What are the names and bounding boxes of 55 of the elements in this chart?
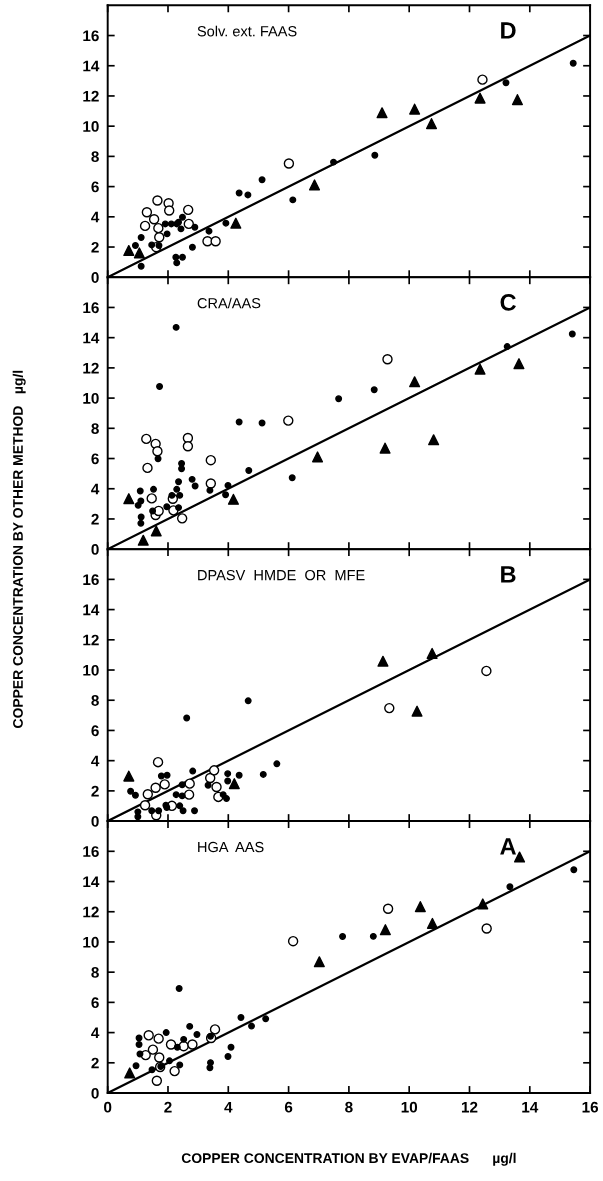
text: Solv. ext. FAAS	[197, 25, 297, 37]
y-tick-label: 14	[83, 604, 100, 616]
y-tick-label: 2	[91, 785, 99, 797]
x-tick-label: 12	[461, 1101, 478, 1113]
y-tick-label: 0	[91, 815, 99, 827]
y-tick-label: 2	[91, 241, 99, 253]
x-tick-label: 0	[104, 1101, 112, 1113]
y-tick-label: 0	[91, 272, 99, 283]
y-tick-label: 6	[91, 997, 99, 1009]
y-tick-label: 14	[83, 876, 100, 888]
y-tick-label: 8	[91, 151, 99, 163]
x-axis-title: COPPER CONCENTRATION BY EVAP/FAAS µg/l	[181, 1152, 516, 1166]
y-tick-label: 8	[91, 695, 99, 706]
x-tick-label: 10	[401, 1101, 418, 1113]
y-tick-label: 14	[83, 332, 100, 344]
y-tick-label: 12	[83, 362, 99, 374]
y-tick-label: 16	[83, 302, 99, 314]
y-tick-label: 0	[91, 1087, 99, 1099]
x-tick-label: 6	[284, 1101, 293, 1113]
x-tick-label: 16	[582, 1101, 599, 1113]
y-tick-label: 16	[83, 30, 99, 42]
y-tick-label: 10	[83, 664, 99, 676]
y-tick-label: 16	[83, 574, 99, 586]
y-tick-label: 12	[83, 906, 99, 918]
y-tick-label: 8	[91, 423, 99, 434]
annotation: D	[501, 22, 516, 39]
annotation: C	[500, 294, 516, 311]
x-tick-label: 4	[224, 1101, 233, 1113]
text: HGA AAS	[198, 841, 264, 853]
text: CRA/AAS	[197, 297, 261, 309]
x-tick-label: 2	[164, 1101, 172, 1113]
y-tick-label: 2	[91, 513, 99, 525]
y-tick-label: 0	[91, 544, 99, 555]
y-tick-label: 10	[83, 936, 99, 948]
y-tick-label: 6	[91, 453, 99, 465]
y-tick-label: 12	[83, 90, 99, 102]
y-tick-label: 10	[83, 121, 99, 132]
y-tick-label: 10	[83, 392, 99, 404]
y-tick-label: 14	[83, 60, 100, 72]
y-tick-label: 4	[91, 211, 100, 223]
annotation: B	[501, 566, 516, 583]
y-tick-label: 6	[91, 181, 99, 193]
y-tick-label: 2	[91, 1057, 99, 1069]
y-tick-label: 12	[83, 634, 99, 646]
text: DPASV HMDE OR MFE	[198, 569, 365, 581]
y-tick-label: 4	[91, 1027, 100, 1039]
annotation: A	[500, 838, 516, 855]
y-tick-label: 16	[83, 846, 99, 857]
x-tick-label: 14	[522, 1101, 539, 1113]
y-tick-label: 8	[91, 967, 99, 978]
y-tick-label: 4	[91, 483, 100, 495]
x-tick-label: 8	[345, 1101, 353, 1113]
y-axis-title: COPPER CONCENTRATION BY OTHER METHOD µg/l	[12, 370, 26, 728]
y-tick-label: 4	[91, 755, 100, 767]
y-tick-label: 6	[91, 725, 99, 737]
